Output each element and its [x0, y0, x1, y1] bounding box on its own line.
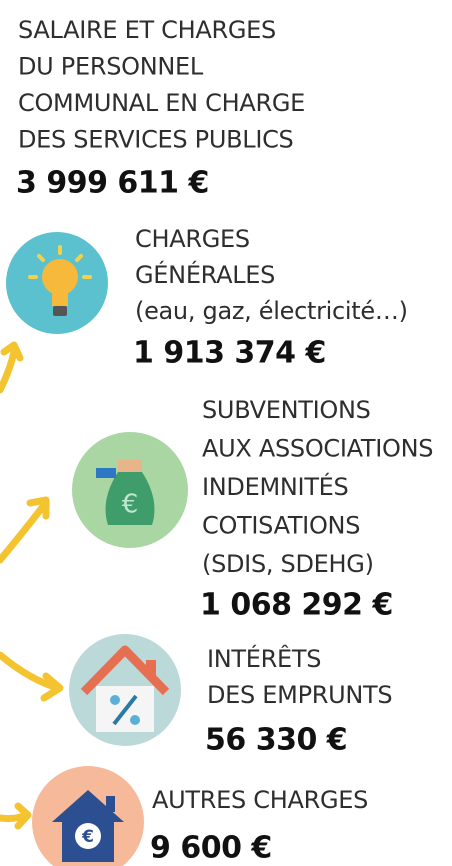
arrows: [0, 341, 64, 830]
icon-house-euro: €: [32, 766, 144, 866]
euro-sign: €: [81, 827, 94, 847]
texts: SALAIRE ET CHARGES DU PERSONNEL COMMUNAL E…: [16, 16, 434, 866]
item-label: SALAIRE ET CHARGES: [18, 16, 276, 44]
item-label: INDEMNITÉS: [202, 472, 348, 501]
item-label: AUX ASSOCIATIONS: [202, 435, 433, 463]
item-amount: 3 999 611 €: [16, 166, 209, 201]
item-label: DES EMPRUNTS: [207, 681, 392, 709]
item-label: SUBVENTIONS: [202, 396, 371, 424]
item-label: GÉNÉRALES: [135, 260, 275, 289]
item-label: INTÉRÊTS: [207, 644, 321, 673]
item-label: COMMUNAL EN CHARGE: [18, 89, 305, 117]
item-label: CHARGES: [135, 225, 250, 253]
item-amount: 1 913 374 €: [133, 336, 326, 371]
item-label: AUTRES CHARGES: [152, 786, 368, 814]
item-label: DES SERVICES PUBLICS: [18, 126, 294, 154]
item-label: (eau, gaz, électricité…): [135, 297, 408, 325]
euro-sign: €: [122, 490, 139, 520]
icon-house-percent: [69, 634, 181, 746]
item-label: DU PERSONNEL: [18, 53, 204, 81]
item-label: COTISATIONS: [202, 512, 360, 540]
item-amount: 56 330 €: [205, 723, 347, 758]
item-amount: 9 600 €: [150, 831, 272, 866]
icon-bulb: [6, 232, 108, 334]
icon-money-bag: €: [72, 432, 188, 548]
item-label: (SDIS, SDEHG): [202, 550, 374, 578]
item-amount: 1 068 292 €: [200, 588, 393, 623]
